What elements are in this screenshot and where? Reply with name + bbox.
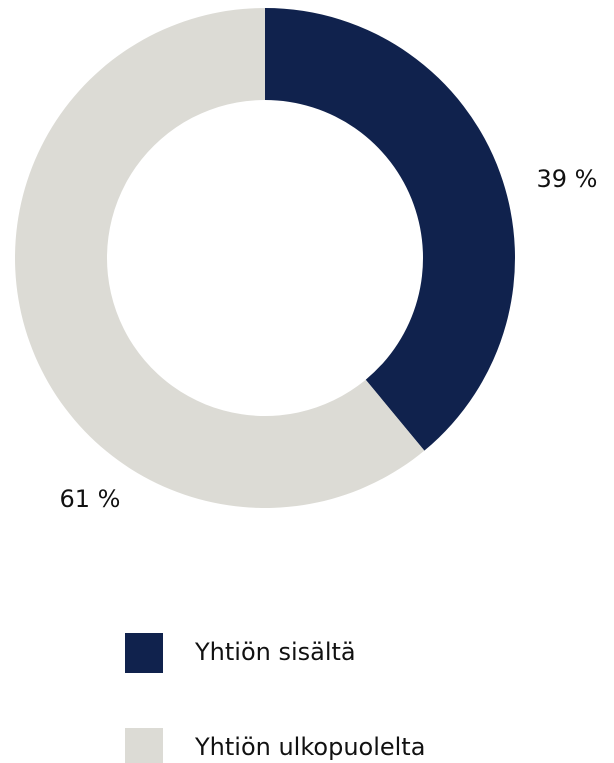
value-label: 39 % [537,165,598,193]
legend-swatch [125,728,163,763]
legend-label: Yhtiön sisältä [194,638,356,666]
legend-label: Yhtiön ulkopuolelta [194,733,425,761]
value-label: 61 % [60,485,121,513]
donut-segment [265,8,515,451]
donut-segment [14,8,425,508]
legend-swatch [125,633,163,673]
